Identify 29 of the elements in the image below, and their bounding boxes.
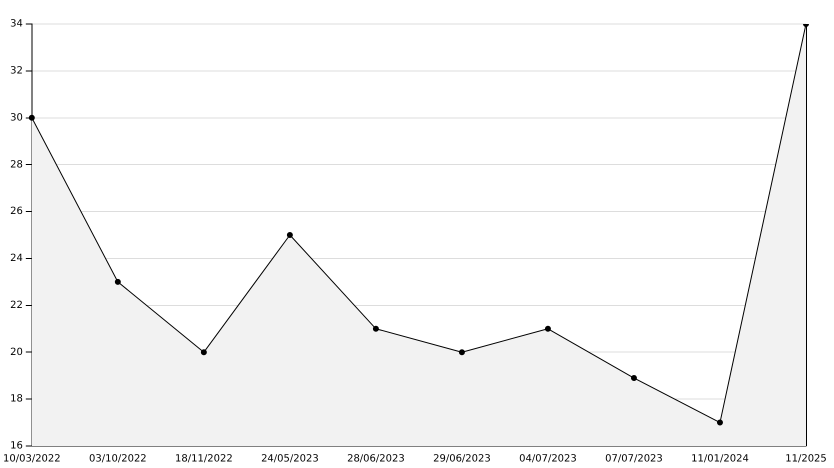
point — [372, 326, 379, 332]
x-tick-label: 24/05/2023 — [261, 454, 319, 465]
x-tick-label: 28/06/2023 — [347, 454, 405, 465]
point — [286, 232, 293, 238]
y-tick-label: 34 — [10, 18, 23, 30]
y-tick-label: 16 — [10, 440, 23, 452]
x-tick-label: 29/06/2023 — [433, 454, 491, 465]
x-tick-label: 11/01/2024 — [691, 454, 749, 465]
point — [458, 349, 465, 356]
point — [544, 326, 551, 332]
y-tick-label: 26 — [10, 206, 23, 218]
x-tick-label: 10/03/2022 — [3, 454, 61, 465]
y-tick-label: 20 — [10, 346, 23, 358]
x-tick-label: 11/2025 — [785, 454, 827, 465]
y-tick-label: 18 — [10, 394, 23, 405]
x-tick-label: 18/11/2022 — [175, 454, 233, 465]
x-tick-label: 07/07/2023 — [605, 454, 663, 465]
point — [716, 420, 723, 426]
y-tick-label: 24 — [10, 253, 23, 264]
y-tick-label: 28 — [10, 159, 23, 170]
y-tick-label: 22 — [10, 300, 23, 311]
point — [114, 278, 121, 285]
y-tick-label: 30 — [10, 112, 23, 124]
x-tick-label: 03/10/2022 — [89, 454, 147, 465]
point — [28, 114, 35, 121]
x-tick-label: 04/07/2023 — [519, 454, 577, 465]
point — [200, 349, 207, 356]
point — [630, 375, 637, 382]
y-tick-label: 32 — [10, 65, 23, 76]
